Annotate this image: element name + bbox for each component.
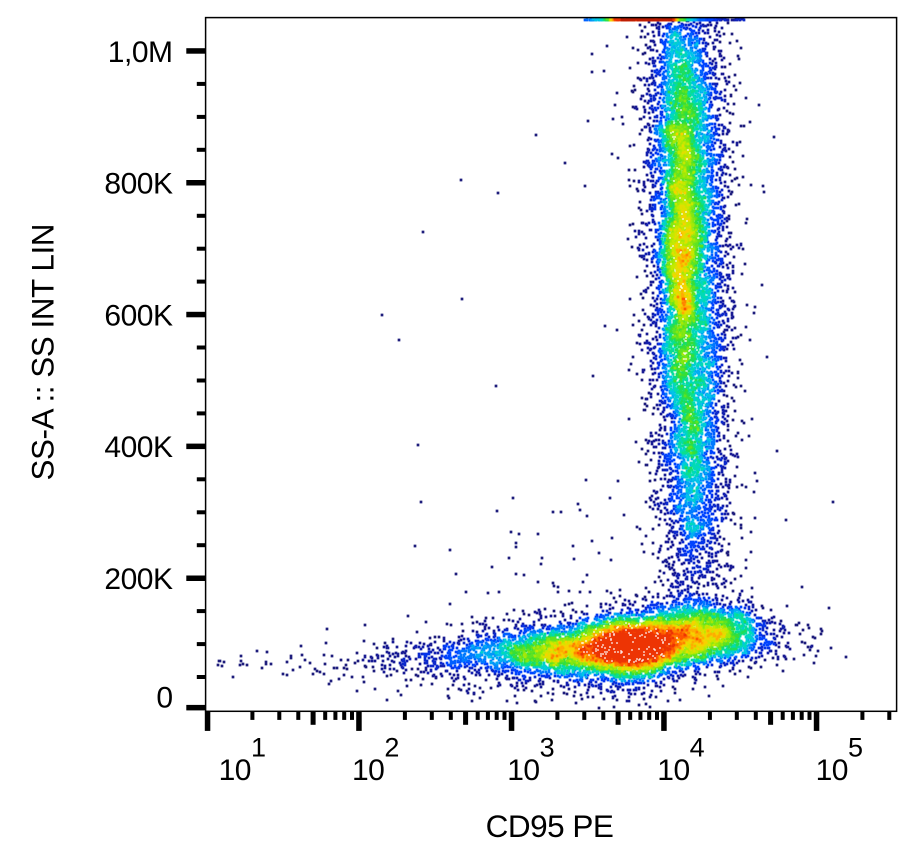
svg-text:0: 0 xyxy=(156,682,172,715)
svg-text:400K: 400K xyxy=(104,431,173,464)
svg-text:600K: 600K xyxy=(104,299,173,332)
svg-text:SS-A :: SS INT LIN: SS-A :: SS INT LIN xyxy=(25,224,61,481)
svg-text:200K: 200K xyxy=(104,563,173,596)
svg-text:CD95 PE: CD95 PE xyxy=(486,808,614,844)
svg-text:1,0M: 1,0M xyxy=(108,36,173,69)
svg-text:800K: 800K xyxy=(104,168,173,201)
